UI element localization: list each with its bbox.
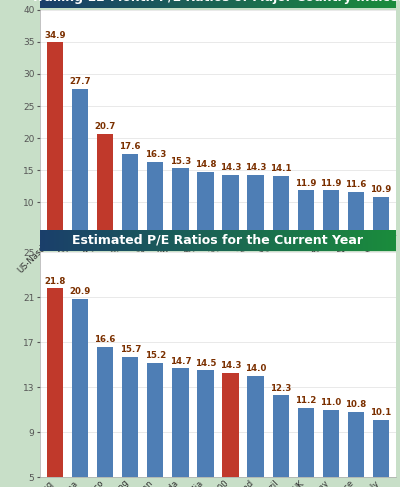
Bar [348,412,364,477]
Text: 11.9: 11.9 [320,179,342,187]
Bar [373,420,389,477]
Bar [197,371,214,477]
Bar [323,410,339,477]
Bar [122,357,138,477]
Bar [197,171,214,235]
Text: 15.2: 15.2 [145,351,166,360]
Bar [147,363,164,477]
Text: 14.3: 14.3 [220,361,241,370]
Bar [97,347,113,477]
Text: 34.9: 34.9 [44,31,66,40]
Bar [323,190,339,235]
Bar [172,169,188,235]
Text: 20.7: 20.7 [94,122,116,131]
Bar [298,190,314,235]
Text: 15.3: 15.3 [170,157,191,166]
Text: 15.7: 15.7 [120,345,141,355]
Bar [298,408,314,477]
Text: 11.6: 11.6 [345,180,366,189]
Bar [72,299,88,477]
Text: 10.9: 10.9 [370,185,392,194]
Bar [47,42,63,235]
Bar [222,175,239,235]
Text: 14.1: 14.1 [270,165,292,173]
Text: 27.7: 27.7 [69,77,91,86]
Text: 11.2: 11.2 [295,396,316,405]
Text: 16.6: 16.6 [94,335,116,344]
Text: 12.3: 12.3 [270,384,291,393]
Bar [222,373,239,477]
Text: 14.8: 14.8 [195,160,216,169]
Text: 14.5: 14.5 [195,359,216,368]
Bar [248,175,264,235]
Text: 11.0: 11.0 [320,398,342,407]
Text: Trailing 12-Month P/E Ratios of Major Country Indices: Trailing 12-Month P/E Ratios of Major Co… [31,0,400,4]
Text: 14.0: 14.0 [245,364,266,374]
Bar [172,368,188,477]
Text: Estimated P/E Ratios for the Current Year: Estimated P/E Ratios for the Current Yea… [72,234,364,247]
Text: 11.9: 11.9 [295,179,316,187]
Text: 21.8: 21.8 [44,277,66,286]
Bar [147,162,164,235]
Bar [373,197,389,235]
Text: 14.3: 14.3 [245,163,266,172]
Text: 14.3: 14.3 [220,163,241,172]
Text: 20.9: 20.9 [70,287,91,296]
Bar [72,89,88,235]
Bar [122,153,138,235]
Text: 17.6: 17.6 [120,142,141,151]
Bar [97,134,113,235]
Bar [248,376,264,477]
Bar [272,395,289,477]
Text: 14.7: 14.7 [170,356,191,366]
Text: 16.3: 16.3 [145,150,166,159]
Bar [272,176,289,235]
Text: 10.8: 10.8 [345,400,366,410]
Bar [348,192,364,235]
Bar [47,288,63,477]
Text: 10.1: 10.1 [370,408,392,417]
